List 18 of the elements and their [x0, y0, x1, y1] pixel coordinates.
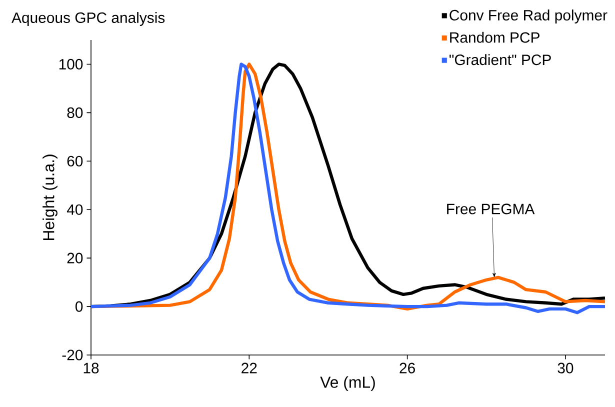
y-tick-label: -20 — [62, 350, 83, 360]
y-tick-label: 20 — [67, 252, 83, 264]
x-tick-label: 26 — [400, 362, 415, 374]
x-tick-label: 18 — [84, 362, 99, 374]
annotation: Free PEGMA — [447, 204, 535, 214]
y-tick-label: 60 — [67, 156, 83, 166]
legend-label: "Gradient" PCP — [450, 54, 551, 66]
x-tick-label: 30 — [558, 362, 574, 374]
legend-label: Conv Free Rad polymer — [450, 10, 608, 24]
y-axis-title: Height (u.a.) — [42, 154, 58, 240]
chart-title: Aqueous GPC analysis — [12, 12, 165, 26]
y-tick-label: 80 — [67, 107, 83, 118]
y-tick-label: 0 — [75, 301, 83, 312]
legend-label: Random PCP — [450, 32, 540, 43]
y-tick-label: 40 — [66, 204, 83, 215]
x-axis-title: Ve (mL) — [320, 376, 375, 392]
y-tick-label: 100 — [59, 58, 83, 70]
x-tick-label: 22 — [242, 362, 257, 374]
